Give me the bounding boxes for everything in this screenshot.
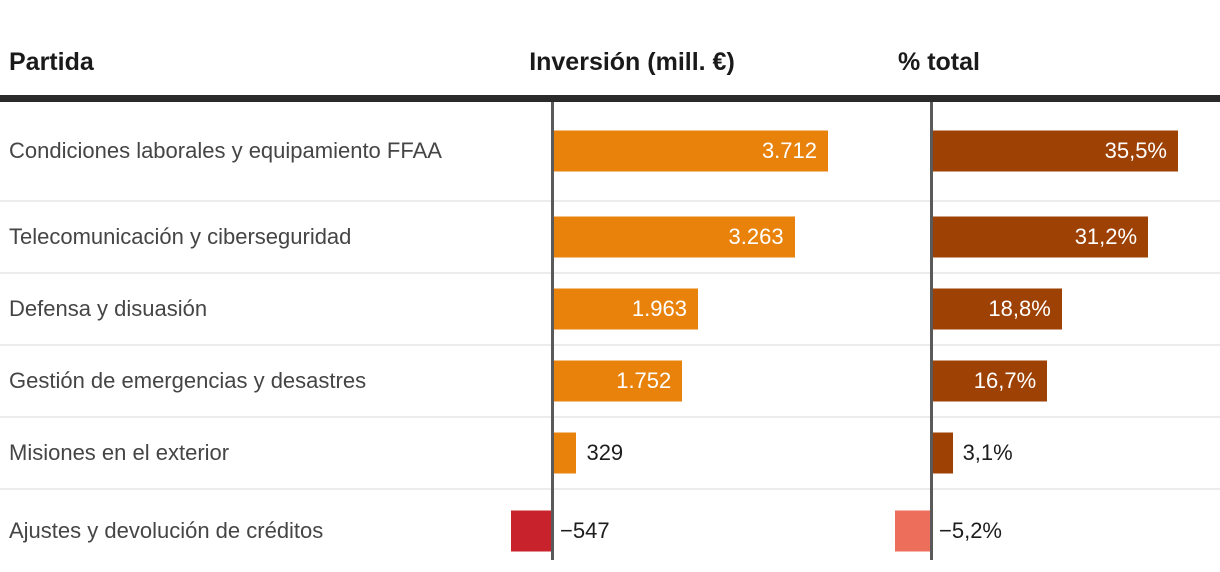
percent-value: 35,5%	[1104, 138, 1167, 163]
investment-bar	[511, 510, 552, 551]
percent-value: 16,7%	[973, 368, 1037, 393]
percent-bar	[931, 360, 1048, 402]
investment-bar	[552, 216, 795, 258]
row-label: Misiones en el exterior	[9, 440, 230, 465]
investment-value: 329	[586, 440, 624, 465]
percent-value: −5,2%	[939, 517, 1002, 543]
table-row: Telecomunicación y ciberseguridad 3.263 …	[0, 200, 1220, 272]
row-label: Telecomunicación y ciberseguridad	[9, 224, 352, 249]
investment-bar	[552, 288, 698, 330]
header-rule	[0, 95, 1220, 102]
investment-value: −547	[560, 517, 610, 543]
column-header-partida: Partida	[9, 48, 94, 76]
row-label: Defensa y disuasión	[9, 296, 208, 321]
investment-zero-axis	[551, 102, 554, 560]
percent-bar	[931, 432, 953, 474]
investment-bar	[552, 360, 683, 402]
column-header-inversion: Inversión (mill. €)	[529, 48, 735, 76]
table-row: Condiciones laborales y equipamiento FFA…	[0, 102, 1220, 200]
percent-bar	[931, 130, 1178, 172]
percent-zero-axis	[930, 102, 933, 560]
row-label: Ajustes y devolución de créditos	[9, 517, 324, 543]
percent-bar	[931, 216, 1149, 258]
row-label: Condiciones laborales y equipamiento FFA…	[9, 138, 442, 163]
percent-bar	[894, 510, 931, 551]
table-body: Condiciones laborales y equipamiento FFA…	[0, 102, 1220, 572]
investment-value: 3.712	[761, 138, 817, 163]
table-row: Gestión de emergencias y desastres 1.752…	[0, 344, 1220, 416]
table-row: Misiones en el exterior 329 3,1%	[0, 416, 1220, 488]
table-row: Ajustes y devolución de créditos −547 −5…	[0, 488, 1220, 571]
table-row: Defensa y disuasión 1.963 18,8%	[0, 272, 1220, 344]
percent-value: 3,1%	[962, 440, 1013, 465]
percent-bar	[931, 288, 1062, 330]
investment-value: 1.752	[616, 368, 672, 393]
percent-value: 31,2%	[1074, 224, 1138, 249]
investment-bar	[552, 432, 577, 474]
investment-value: 3.263	[728, 224, 784, 249]
percent-value: 18,8%	[988, 296, 1051, 321]
column-header-percent-total: % total	[898, 48, 980, 76]
row-label: Gestión de emergencias y desastres	[9, 368, 367, 393]
investment-bar	[552, 130, 828, 172]
investment-value: 1.963	[631, 296, 687, 321]
